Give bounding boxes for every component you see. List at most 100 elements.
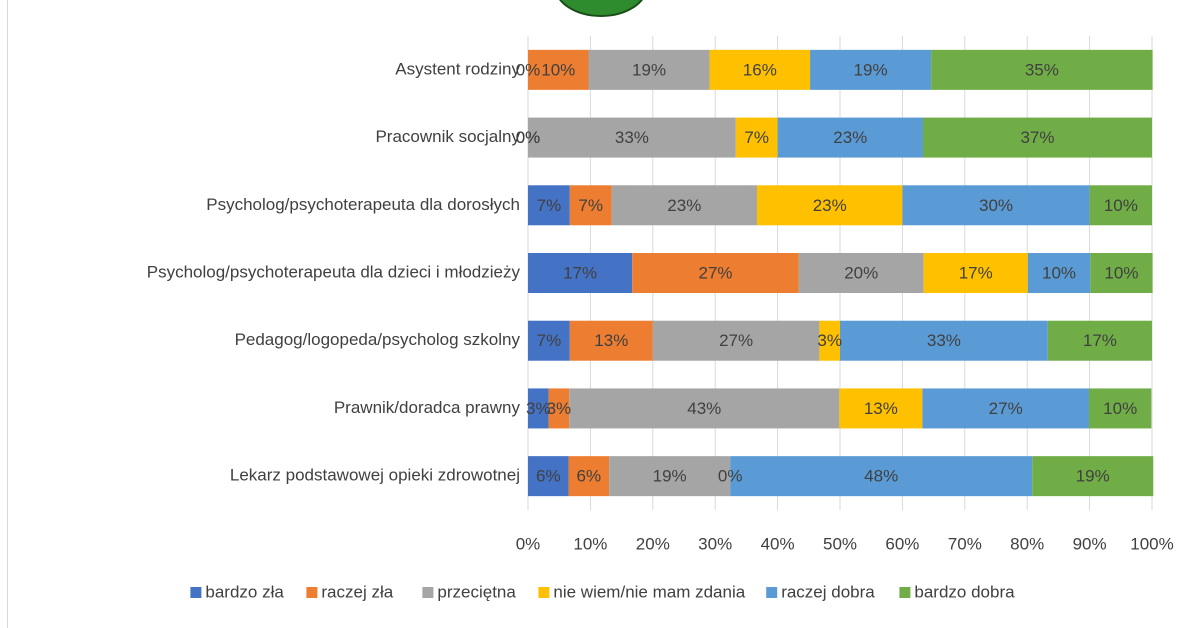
data-label: 27% xyxy=(989,399,1023,418)
data-label: 6% xyxy=(536,467,561,486)
data-label: 3% xyxy=(547,399,572,418)
legend-swatch xyxy=(190,587,202,598)
bar-segment xyxy=(1032,456,1154,497)
data-label: 0% xyxy=(516,128,541,147)
x-tick-label: 50% xyxy=(823,534,857,553)
x-tick-label: 40% xyxy=(761,534,795,553)
y-tick-label: Psycholog/psychoterapeuta dla dorosłych xyxy=(206,195,520,214)
data-label: 0% xyxy=(718,467,743,486)
bar-segment xyxy=(548,388,570,429)
bar-segment xyxy=(839,388,923,429)
bar-segment xyxy=(1089,185,1152,226)
bar-segment xyxy=(922,117,1152,158)
data-label: 23% xyxy=(667,196,701,215)
bar-segment xyxy=(569,185,612,226)
data-label: 17% xyxy=(563,263,597,282)
data-label: 27% xyxy=(719,331,753,350)
y-tick-label: Prawnik/doradca prawny xyxy=(334,398,521,417)
bar-segment xyxy=(1088,388,1152,429)
bar-segment xyxy=(569,320,653,361)
bar-segment xyxy=(528,456,569,497)
legend-label: bardzo zła xyxy=(205,582,284,601)
bar-segment xyxy=(568,456,610,497)
bar-segment xyxy=(528,117,736,158)
legend-label: raczej zła xyxy=(321,582,393,601)
x-tick-label: 20% xyxy=(636,534,670,553)
data-label: 27% xyxy=(698,263,732,282)
bar-segment xyxy=(757,185,903,226)
bar-segment xyxy=(798,253,924,293)
data-label: 37% xyxy=(1020,128,1054,147)
legend-swatch xyxy=(422,587,434,598)
data-label: 10% xyxy=(1104,263,1138,282)
data-label: 33% xyxy=(927,331,961,350)
y-tick-label: Asystent rodziny xyxy=(395,59,520,78)
data-label: 7% xyxy=(537,331,562,350)
bar-segment xyxy=(735,117,778,158)
y-tick-label: Psycholog/psychoterapeuta dla dzieci i m… xyxy=(147,262,521,281)
bar-segment xyxy=(609,456,731,497)
data-label: 17% xyxy=(1083,331,1117,350)
bar-segment xyxy=(528,185,570,226)
legend-swatch xyxy=(766,587,778,598)
bar-segment xyxy=(632,253,799,293)
data-label: 30% xyxy=(979,196,1013,215)
data-label: 0% xyxy=(516,60,541,79)
y-tick-label: Lekarz podstawowej opieki zdrowotnej xyxy=(230,466,520,485)
legend-label: bardzo dobra xyxy=(914,582,1015,601)
data-label: 23% xyxy=(833,128,867,147)
bar-segment xyxy=(922,388,1089,429)
data-label: 7% xyxy=(744,128,769,147)
data-label: 13% xyxy=(594,331,628,350)
x-tick-label: 30% xyxy=(698,534,732,553)
legend-swatch xyxy=(538,587,550,598)
y-tick-label: Pracownik socjalny xyxy=(375,127,520,146)
bar-segment xyxy=(528,388,549,429)
x-tick-label: 70% xyxy=(948,534,982,553)
bar-segment xyxy=(528,253,633,293)
bar-segment xyxy=(810,49,932,90)
data-label: 48% xyxy=(864,467,898,486)
x-tick-label: 60% xyxy=(885,534,919,553)
bar-segment xyxy=(923,253,1028,293)
data-label: 10% xyxy=(1104,196,1138,215)
legend-label: przeciętna xyxy=(437,582,516,601)
data-label: 20% xyxy=(844,263,878,282)
bar-segment xyxy=(569,388,840,429)
data-label: 10% xyxy=(1042,263,1076,282)
legend-label: raczej dobra xyxy=(781,582,875,601)
data-label: 10% xyxy=(541,60,575,79)
bar-segment xyxy=(931,49,1153,90)
bar-segment xyxy=(1027,253,1091,293)
x-tick-label: 90% xyxy=(1073,534,1107,553)
decoration-circle xyxy=(559,0,643,17)
y-tick-label: Pedagog/logopeda/psycholog szkolny xyxy=(235,330,521,349)
x-tick-label: 0% xyxy=(516,534,541,553)
data-label: 19% xyxy=(653,467,687,486)
bar-segment xyxy=(652,320,820,361)
data-label: 17% xyxy=(959,263,993,282)
data-label: 7% xyxy=(537,196,562,215)
legend-swatch xyxy=(899,587,911,598)
data-label: 0% xyxy=(516,128,541,147)
bar-segment xyxy=(840,320,1048,361)
data-label: 6% xyxy=(577,467,602,486)
bar-segment xyxy=(588,49,710,90)
data-label: 16% xyxy=(743,60,777,79)
bar-segment xyxy=(528,49,589,90)
legend-label: nie wiem/nie mam zdania xyxy=(553,582,745,601)
bar-segment xyxy=(1090,253,1153,293)
data-label: 19% xyxy=(1076,467,1110,486)
data-label: 3% xyxy=(817,331,842,350)
bar-segment xyxy=(528,320,570,361)
bar-segment xyxy=(819,320,840,361)
data-label: 13% xyxy=(864,399,898,418)
x-tick-label: 80% xyxy=(1010,534,1044,553)
data-label: 19% xyxy=(854,60,888,79)
data-label: 19% xyxy=(632,60,666,79)
bar-segment xyxy=(730,456,1033,497)
data-label: 35% xyxy=(1025,60,1059,79)
x-tick-label: 10% xyxy=(573,534,607,553)
data-label: 7% xyxy=(578,196,603,215)
